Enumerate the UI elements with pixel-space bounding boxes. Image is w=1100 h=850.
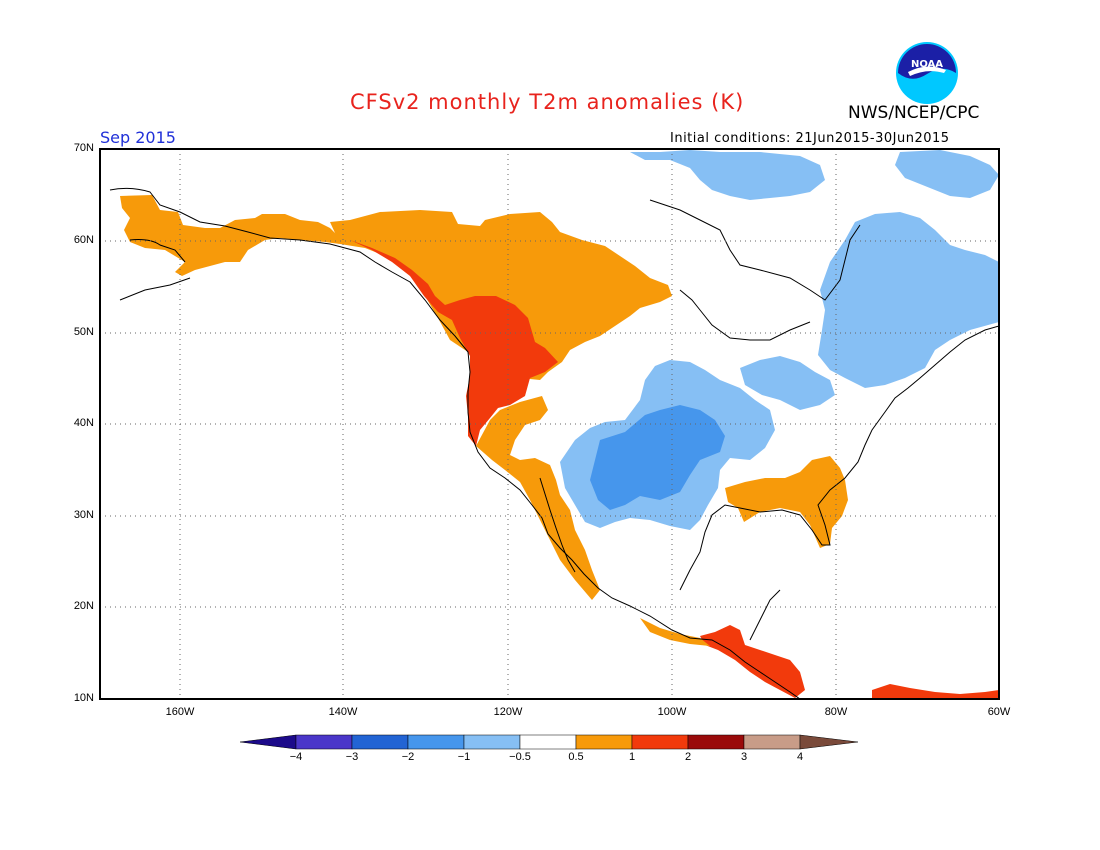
colorbar-swatch bbox=[351, 734, 409, 750]
colorbar-tick: 2 bbox=[684, 751, 692, 763]
lon-label: 80W bbox=[824, 706, 848, 718]
colorbar-swatch bbox=[519, 734, 577, 750]
anomaly-alaska bbox=[120, 195, 340, 276]
map-title: CFSv2 monthly T2m anomalies (K) bbox=[350, 90, 745, 114]
colorbar-swatch bbox=[407, 734, 465, 750]
colorbar-tick: 1 bbox=[628, 751, 636, 763]
colorbar-tick: −4 bbox=[289, 751, 303, 763]
anomaly-pacific-northwest bbox=[350, 240, 558, 446]
colorbar-tick: −3 bbox=[345, 751, 359, 763]
lon-label: 60W bbox=[987, 706, 1011, 718]
lat-label: 60N bbox=[73, 234, 94, 246]
lon-label: 160W bbox=[165, 706, 195, 718]
lon-label: 100W bbox=[657, 706, 687, 718]
anomaly-southwest-coast bbox=[476, 396, 600, 600]
map-frame bbox=[99, 148, 1000, 700]
noaa-logo: NOAA bbox=[895, 41, 959, 105]
colorbar-tick: −1 bbox=[457, 751, 471, 763]
anomaly-mexico-south bbox=[640, 618, 710, 646]
lat-label: 50N bbox=[73, 326, 94, 338]
agency-label: NWS/NCEP/CPC bbox=[848, 103, 980, 123]
anomaly-central-america bbox=[700, 625, 805, 698]
colorbar-swatch bbox=[575, 734, 633, 750]
anomaly-arctic-islands bbox=[630, 150, 825, 200]
lat-label: 70N bbox=[73, 142, 94, 154]
anomaly-south-america-north bbox=[872, 684, 999, 699]
anomaly-greenland-area bbox=[895, 150, 999, 198]
lat-label: 20N bbox=[73, 600, 94, 612]
noaa-logo-text: NOAA bbox=[911, 59, 943, 70]
anomaly-great-lakes bbox=[740, 356, 835, 410]
lon-label: 120W bbox=[493, 706, 523, 718]
colorbar-swatch bbox=[687, 734, 745, 750]
anomaly-eastern-canada bbox=[818, 212, 999, 388]
colorbar-arrow-low bbox=[239, 734, 297, 750]
colorbar-tick: −0.5 bbox=[509, 751, 531, 763]
colorbar-swatch bbox=[463, 734, 521, 750]
anomaly-central-darker bbox=[590, 405, 725, 510]
anomaly-southeast-us bbox=[725, 456, 848, 548]
lon-label: 140W bbox=[328, 706, 358, 718]
lat-label: 10N bbox=[73, 692, 94, 704]
colorbar-swatch bbox=[295, 734, 353, 750]
lat-label: 40N bbox=[73, 417, 94, 429]
colorbar-tick: 4 bbox=[796, 751, 804, 763]
colorbar-tick: −2 bbox=[401, 751, 415, 763]
coastlines bbox=[109, 187, 999, 699]
colorbar-swatch bbox=[631, 734, 689, 750]
initial-conditions: Initial conditions: 21Jun2015-30Jun2015 bbox=[670, 131, 950, 146]
forecast-month: Sep 2015 bbox=[100, 128, 176, 147]
anomaly-western-canada bbox=[330, 210, 672, 380]
lat-label: 30N bbox=[73, 509, 94, 521]
colorbar-arrow-high bbox=[799, 734, 859, 750]
graticule bbox=[100, 149, 999, 699]
colorbar-tick: 0.5 bbox=[568, 751, 584, 763]
colorbar-swatch bbox=[743, 734, 801, 750]
colorbar-tick: 3 bbox=[740, 751, 748, 763]
